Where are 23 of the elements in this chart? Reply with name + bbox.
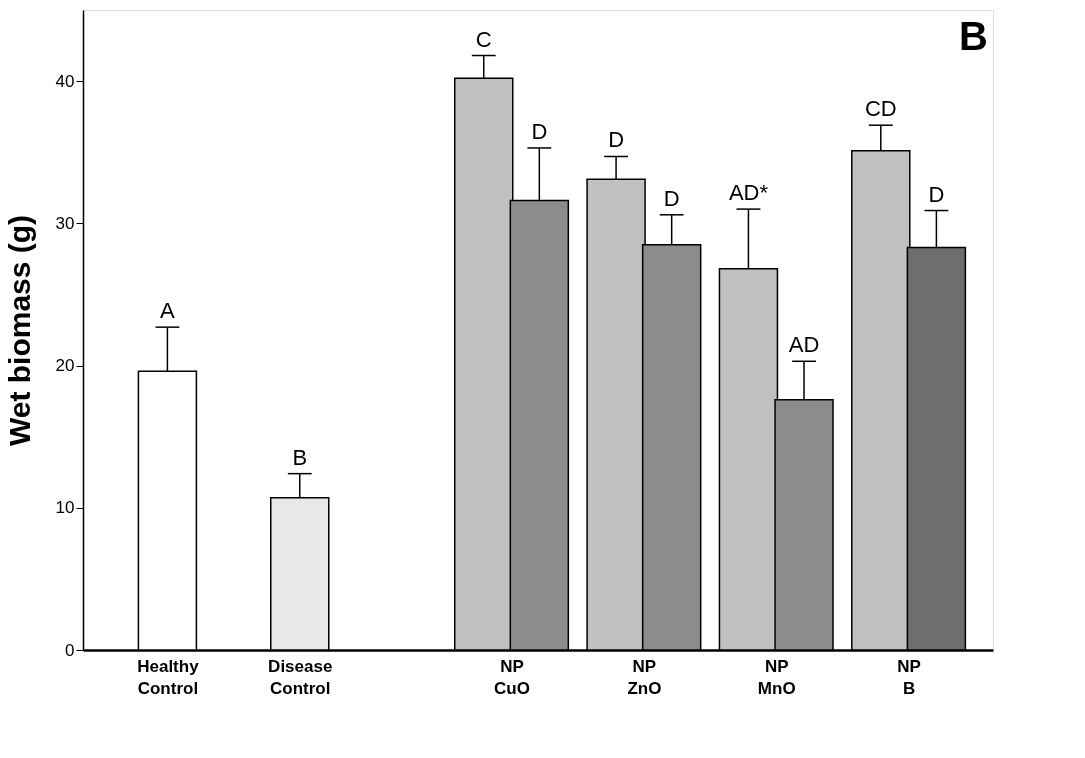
x-tick-label: NP B	[897, 656, 921, 698]
annotation: D	[608, 127, 625, 153]
x-tick-label: NP CuO	[494, 656, 530, 698]
annotation: D	[928, 181, 945, 207]
annotation: B	[292, 444, 308, 470]
annotation: AD	[788, 332, 820, 358]
y-tick-label: 40	[55, 71, 75, 91]
x-tick-label: NP MnO	[757, 656, 796, 698]
annotation: B	[959, 14, 988, 58]
annotation: D	[663, 185, 680, 211]
y-tick-label: 20	[55, 356, 75, 376]
annotation: C	[475, 26, 492, 52]
annotation: D	[531, 118, 548, 144]
annotation: CD	[864, 96, 897, 122]
x-tick-label: Disease Control	[268, 656, 333, 698]
y-tick-label: 0	[65, 640, 75, 660]
y-axis-title: Wet biomass (g)	[2, 214, 36, 447]
y-tick-label: 30	[55, 213, 75, 233]
annotation: AD*	[728, 180, 769, 206]
annotation: A	[160, 298, 176, 324]
x-tick-label: NP ZnO	[627, 656, 662, 698]
x-tick-label: Healthy Control	[137, 656, 200, 698]
y-tick-label: 10	[55, 498, 75, 518]
